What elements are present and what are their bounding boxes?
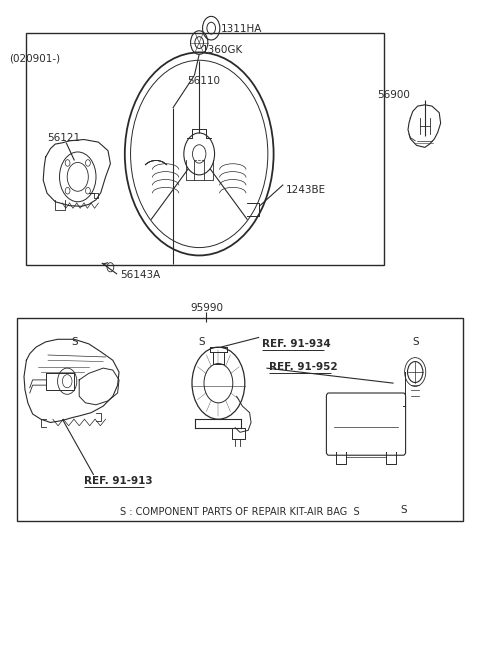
- Text: 95990: 95990: [190, 303, 223, 313]
- Text: S: S: [71, 337, 78, 347]
- Text: REF. 91-913: REF. 91-913: [84, 476, 153, 487]
- Text: S: S: [198, 337, 205, 347]
- Text: 1360GK: 1360GK: [202, 45, 243, 55]
- Text: 56121: 56121: [47, 132, 80, 143]
- Text: S: S: [412, 337, 419, 347]
- Text: 1311HA: 1311HA: [221, 24, 262, 35]
- Text: 1243BE: 1243BE: [286, 185, 326, 195]
- Text: (020901-): (020901-): [10, 54, 61, 64]
- Text: REF. 91-952: REF. 91-952: [269, 362, 337, 372]
- Text: 56900: 56900: [377, 90, 410, 100]
- Text: S: S: [400, 504, 407, 515]
- Text: 56110: 56110: [187, 75, 220, 86]
- Bar: [26, 33, 384, 265]
- Bar: [17, 318, 463, 521]
- Text: REF. 91-934: REF. 91-934: [262, 339, 330, 349]
- Text: S : COMPONENT PARTS OF REPAIR KIT-AIR BAG  S: S : COMPONENT PARTS OF REPAIR KIT-AIR BA…: [120, 507, 360, 517]
- Text: 56143A: 56143A: [120, 270, 160, 280]
